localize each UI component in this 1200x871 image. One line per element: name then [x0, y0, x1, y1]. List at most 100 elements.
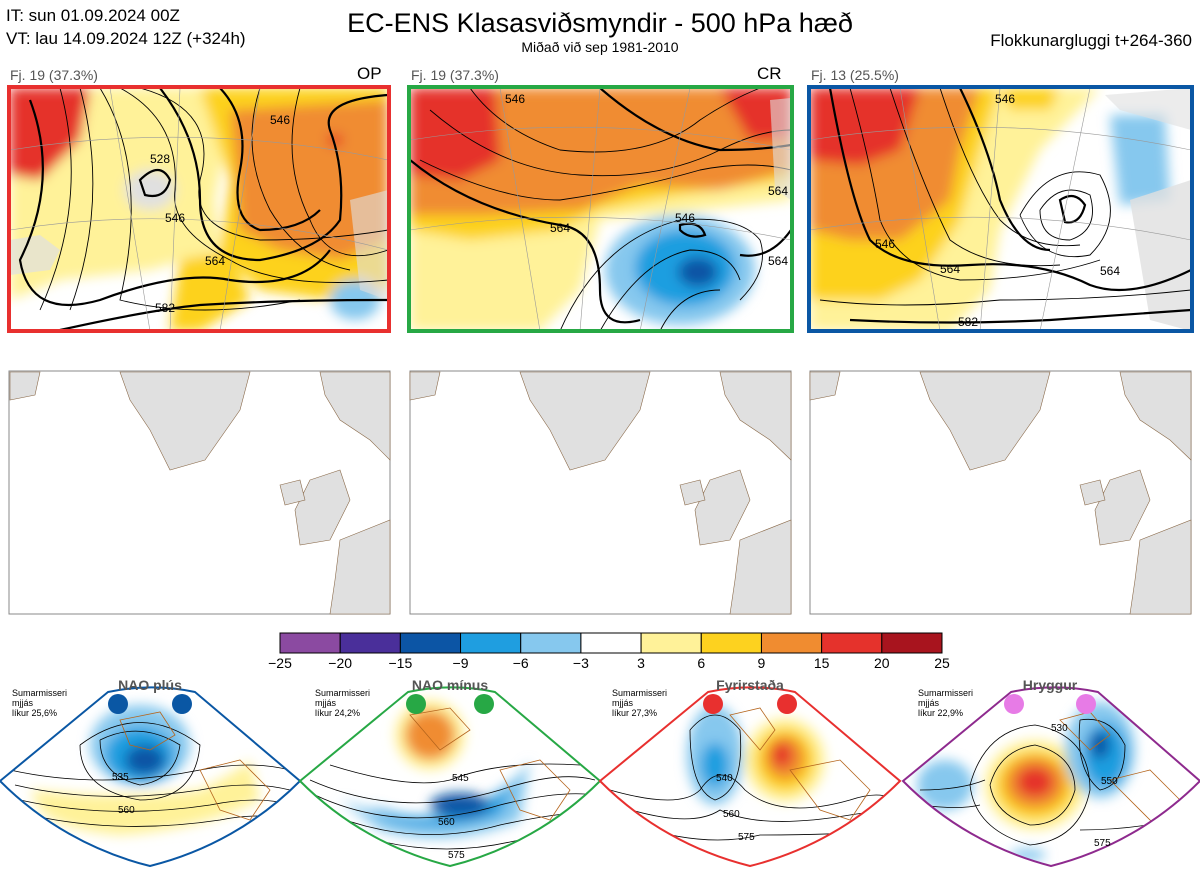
regime-4-marker	[1004, 694, 1024, 714]
regime-4-marker	[1076, 694, 1096, 714]
regime-1-contour-label: 560	[118, 805, 135, 816]
colorbar-bin	[700, 632, 762, 654]
regime-2-border	[298, 686, 602, 868]
regime-2-contour-label: 560	[438, 817, 455, 828]
colorbar-tick-label: 25	[934, 655, 950, 671]
panel-3-contour-label: 564	[940, 262, 960, 276]
colorbar-bin	[821, 632, 883, 654]
regime-4-season-qual: mjjás	[918, 698, 940, 708]
regime-4-probability: líkur 22,9%	[918, 708, 964, 718]
regime-3-title: Fyrirstaða	[716, 677, 784, 693]
regime-1-title: NAO plús	[118, 677, 182, 693]
empty-map-3	[809, 370, 1192, 615]
panel-3-contour-label: 546	[875, 237, 895, 251]
panel-3-contour-label: 564	[1100, 264, 1120, 278]
regime-3-border	[598, 686, 902, 868]
init-time: IT: sun 01.09.2024 00Z	[6, 6, 180, 25]
regime-2-marker	[406, 694, 426, 714]
regime-1-marker	[108, 694, 128, 714]
regime-2-probability: líkur 24,2%	[315, 708, 361, 718]
panel-1-contour-label: 546	[165, 211, 185, 225]
colorbar-tick-label: 15	[813, 655, 830, 671]
panel-1-contour-label: 582	[155, 301, 175, 315]
panel-1-contour-label: 546	[270, 113, 290, 127]
panel-2-contour-label: 564	[550, 221, 570, 235]
regime-2-season-label: Sumarmisseri	[315, 688, 371, 698]
regime-2-season-qual: mjjás	[315, 698, 337, 708]
panel-3-border	[807, 85, 1194, 333]
regime-4-contour-label: 530	[1051, 723, 1068, 734]
header-info: IT: sun 01.09.2024 00Z VT: lau 14.09.202…	[6, 4, 246, 50]
regime-1-probability: líkur 25,6%	[12, 708, 58, 718]
classification-window: Flokkunargluggi t+264-360	[990, 31, 1192, 50]
colorbar-tick-label: −6	[512, 655, 529, 671]
regime-1-season: Sumarmisseri mjjás líkur 25,6%	[12, 688, 67, 718]
regime-4-season: Sumarmisseri mjjás líkur 22,9%	[918, 688, 973, 718]
panel-3-map	[810, 88, 1191, 331]
regime-1-border	[0, 686, 302, 868]
panel-1-contour-label: 564	[205, 254, 225, 268]
colorbar-bin	[520, 632, 582, 654]
regime-3-marker	[777, 694, 797, 714]
colorbar-bin	[399, 632, 462, 654]
colorbar-tick-label: 6	[697, 655, 706, 671]
panel-1-tag: OP	[357, 64, 382, 83]
regime-4-border	[901, 686, 1200, 868]
colorbar-tick-label: 9	[757, 655, 766, 671]
regime-3-probability: líkur 27,3%	[612, 708, 658, 718]
colorbar-bin	[881, 632, 943, 654]
panel-2-label: Fj. 19 (37.3%)	[411, 67, 499, 83]
panel-2-contour-label: 546	[675, 211, 695, 225]
regime-3-marker	[703, 694, 723, 714]
regime-4-contour-label: 550	[1101, 776, 1118, 787]
panel-3-label: Fj. 13 (25.5%)	[811, 67, 899, 83]
regime-1-marker	[172, 694, 192, 714]
colorbar-tick-label: 3	[637, 655, 645, 671]
regime-3-season-label: Sumarmisseri	[612, 688, 668, 698]
panel-2-contour-label: 564	[768, 184, 788, 198]
colorbar-tick-label: −9	[452, 655, 469, 671]
regime-2-contour-label: 575	[448, 850, 465, 861]
regime-3-season: Sumarmisseri mjjás líkur 27,3%	[612, 688, 667, 718]
empty-map-1	[8, 370, 391, 615]
page-title: EC-ENS Klasasviðsmyndir - 500 hPa hæð	[347, 8, 853, 38]
regime-3-contour-label: 560	[723, 809, 740, 820]
panel-2-contour-label: 546	[505, 92, 525, 106]
regime-3-season-qual: mjjás	[612, 698, 634, 708]
colorbar-bin	[640, 632, 702, 654]
panel-2-tag: CR	[757, 64, 782, 83]
panel-3-contour-label: 546	[995, 92, 1015, 106]
panel-3-contour-label: 582	[958, 315, 978, 329]
colorbar-bin	[580, 632, 642, 654]
panel-2-map	[410, 88, 791, 331]
regime-1-contour-label: 535	[112, 772, 129, 783]
colorbar-tick-label: −20	[328, 655, 353, 671]
regime-2-contour-label: 545	[452, 773, 469, 784]
colorbar	[279, 632, 943, 654]
panel-1-label: Fj. 19 (37.3%)	[10, 67, 98, 83]
colorbar-tick-label: −25	[268, 655, 292, 671]
panel-1-border	[7, 85, 391, 333]
empty-map-2	[409, 370, 792, 615]
page-subtitle: Miðað við sep 1981-2010	[521, 39, 679, 55]
colorbar-bin	[339, 632, 401, 654]
panel-2-border	[407, 85, 794, 333]
panel-1-map	[10, 88, 388, 331]
regime-4-title: Hryggur	[1022, 677, 1078, 693]
regime-2-season: Sumarmisseri mjjás líkur 24,2%	[315, 688, 370, 718]
colorbar-bin	[279, 632, 341, 654]
regime-3-contour-label: 575	[738, 832, 755, 843]
colorbar-bin	[760, 632, 823, 654]
regime-3-contour-label: 540	[716, 773, 733, 784]
colorbar-bin	[460, 632, 522, 654]
regime-1-season-label: Sumarmisseri	[12, 688, 68, 698]
panel-2-contour-label: 564	[768, 254, 788, 268]
panel-1-contour-label: 528	[150, 152, 170, 166]
regime-1-season-qual: mjjás	[12, 698, 34, 708]
colorbar-tick-label: −3	[572, 655, 589, 671]
colorbar-tick-label: −15	[388, 655, 413, 671]
valid-time: VT: lau 14.09.2024 12Z (+324h)	[6, 29, 246, 48]
regime-4-contour-label: 575	[1094, 838, 1111, 849]
regime-4-season-label: Sumarmisseri	[918, 688, 974, 698]
